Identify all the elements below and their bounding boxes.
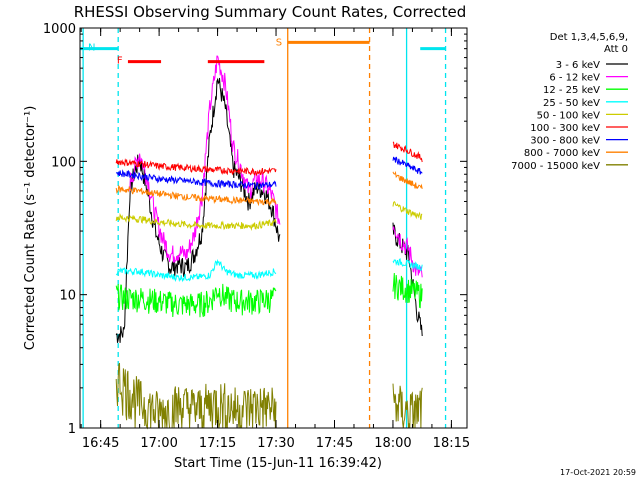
x-tick-label-6: 18:15: [433, 436, 470, 451]
series-line-6-b: [392, 156, 423, 175]
flag-label-s: S: [276, 37, 282, 48]
series-line-1: [129, 55, 281, 263]
series-line-8: [115, 362, 277, 430]
legend-label-1: 6 - 12 keV: [549, 73, 600, 84]
legend-label-6: 300 - 800 keV: [530, 136, 600, 147]
y-tick-label-1: 10: [59, 289, 76, 304]
y-axis-label: Corrected Count Rate (s⁻¹ detector⁻¹): [23, 106, 38, 351]
legend: Det 1,3,4,5,6,9,Att 0 3 - 6 keV 6 - 12 keV…: [511, 32, 628, 172]
plot-area: N F S: [80, 28, 447, 430]
x-axis-label: Start Time (15-Jun-11 16:39:42): [174, 456, 382, 471]
series-line-7-b: [392, 170, 423, 190]
legend-label-3: 25 - 50 keV: [543, 98, 600, 109]
series-line-5: [115, 158, 277, 177]
legend-label-7: 800 - 7000 keV: [524, 148, 600, 159]
flag-label-f: F: [117, 56, 123, 67]
series-line-6: [115, 169, 277, 191]
y-tick-label-0: 1: [68, 422, 76, 437]
flag-label-n: N: [88, 43, 95, 54]
series-line-4-b: [392, 200, 423, 220]
legend-header-1: Att 0: [604, 44, 628, 55]
x-tick-label-0: 16:45: [82, 436, 119, 451]
plot-frame: [79, 27, 468, 429]
y-tick-label-3: 1000: [43, 22, 76, 37]
chart-title: RHESSI Observing Summary Count Rates, Co…: [74, 3, 467, 21]
timestamp: 17-Oct-2021 20:59: [560, 468, 636, 477]
legend-label-5: 100 - 300 keV: [530, 123, 600, 134]
legend-label-4: 50 - 100 keV: [537, 110, 601, 121]
series-line-2-b: [392, 272, 423, 309]
x-tick-label-5: 18:00: [374, 436, 411, 451]
legend-header-0: Det 1,3,4,5,6,9,: [550, 32, 628, 43]
series-line-1-b: [392, 226, 423, 278]
x-tick-label-2: 17:15: [199, 436, 236, 451]
series-line-2: [115, 283, 277, 318]
legend-label-8: 7000 - 15000 keV: [511, 161, 600, 172]
x-tick-label-1: 17:00: [140, 436, 177, 451]
x-tick-label-4: 17:45: [316, 436, 353, 451]
x-tick-label-3: 17:30: [257, 436, 294, 451]
x-axis: 16:45 17:00 17:15 17:30 17:45 18:00 18:15: [80, 28, 470, 451]
series-line-3-b: [392, 258, 423, 272]
series-line-8-b: [392, 383, 423, 429]
series-line-7: [115, 184, 277, 207]
y-tick-label-2: 100: [51, 155, 76, 170]
series-line-5-b: [392, 141, 423, 163]
legend-label-2: 12 - 25 keV: [543, 85, 600, 96]
y-axis: 1 10 100 1000: [43, 22, 467, 437]
legend-label-0: 3 - 6 keV: [556, 60, 600, 71]
series-line-3: [115, 258, 277, 283]
series-line-4: [115, 212, 277, 232]
